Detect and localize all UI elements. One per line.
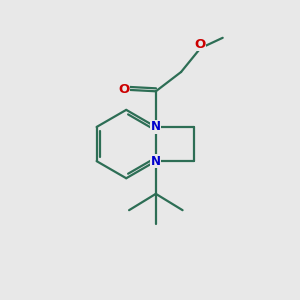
Text: N: N xyxy=(151,121,161,134)
Text: O: O xyxy=(195,38,206,51)
Text: N: N xyxy=(151,154,161,168)
Text: O: O xyxy=(118,83,130,96)
